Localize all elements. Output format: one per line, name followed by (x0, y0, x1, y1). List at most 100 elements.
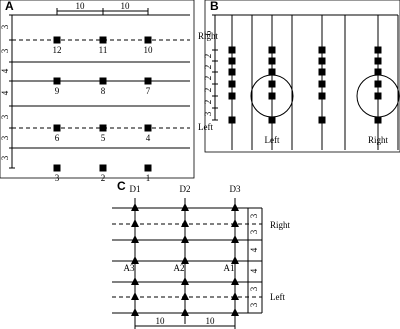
anchor-marker (181, 308, 189, 316)
sensor (53, 77, 61, 85)
sensor-label: 10 (144, 45, 154, 55)
anchor-marker (231, 203, 239, 211)
sensor (268, 68, 276, 76)
sensor-label: 3 (55, 173, 60, 183)
dimension-label: 3 (249, 213, 259, 218)
sensor-label: 9 (55, 86, 60, 96)
anchor-marker (231, 256, 239, 264)
dimension-label: 3 (0, 155, 10, 160)
zone-label: Right (368, 135, 389, 145)
anchor-marker (181, 219, 189, 227)
anchor-marker (131, 219, 139, 227)
sensor (374, 57, 382, 65)
sensor (228, 46, 236, 54)
anchor-marker (231, 277, 239, 285)
dimension-label: 2 (203, 76, 213, 81)
sensor (374, 68, 382, 76)
zone-label: Left (270, 292, 285, 302)
sensor (374, 92, 382, 100)
anchor-marker (231, 308, 239, 316)
anchor-marker (231, 292, 239, 300)
dimension-label: 3 (249, 229, 259, 234)
sensor (144, 77, 152, 85)
sensor (318, 57, 326, 65)
sensor (268, 116, 276, 124)
dimension-label: 3 (0, 48, 10, 53)
dimension-label: 2 (203, 88, 213, 93)
anchor-label: A1 (224, 263, 235, 273)
sensor (374, 46, 382, 54)
zone-label: Right (270, 220, 291, 230)
sensor (318, 92, 326, 100)
sensor-label: 1 (146, 173, 151, 183)
anchor-marker (231, 219, 239, 227)
panel-a-frame (0, 0, 195, 179)
dimension-label: 10 (121, 1, 131, 11)
anchor-marker (181, 203, 189, 211)
sensor (268, 80, 276, 88)
sensor (318, 116, 326, 124)
zone-circle (356, 74, 400, 118)
anchor-marker (131, 292, 139, 300)
zone-label: Right (198, 31, 219, 41)
sensor (144, 36, 152, 44)
sensor (228, 116, 236, 124)
dimension-label: 4 (249, 247, 259, 252)
sensor-label: 4 (146, 133, 151, 143)
panel-label: C (117, 179, 126, 193)
sensor-label: 12 (53, 45, 62, 55)
sensor-label: 2 (101, 173, 106, 183)
sensor (144, 164, 152, 172)
dimension-label: 4 (0, 90, 10, 95)
dimension-label: 3 (0, 114, 10, 119)
anchor-label: A3 (124, 263, 135, 273)
dimension-label: 2 (203, 54, 213, 59)
panel-label: A (5, 0, 14, 13)
column-label: D3 (230, 184, 241, 194)
zone-label: Left (198, 122, 213, 132)
dimension-label: 2 (203, 65, 213, 70)
dimension-label: 3 (249, 286, 259, 291)
dimension-label: 4 (249, 268, 259, 273)
sensor (268, 92, 276, 100)
sensor (228, 92, 236, 100)
anchor-marker (181, 292, 189, 300)
sensor (268, 57, 276, 65)
anchor-marker (181, 277, 189, 285)
anchor-marker (131, 235, 139, 243)
dimension-label: 3 (203, 111, 213, 116)
sensor (53, 36, 61, 44)
sensor-label: 7 (146, 86, 151, 96)
sensor (99, 36, 107, 44)
dimension-label: 6 (203, 30, 213, 35)
dimension-label: 3 (249, 302, 259, 307)
dimension-label: 3 (0, 24, 10, 29)
sensor (53, 124, 61, 132)
dimension-label: 3 (0, 135, 10, 140)
dimension-label: 2 (203, 100, 213, 105)
dimension-label: 10 (156, 316, 166, 326)
dimension-label: 10 (206, 316, 216, 326)
sensor-label: 5 (101, 133, 106, 143)
anchor-label: A2 (174, 263, 185, 273)
sensor (99, 164, 107, 172)
sensor (268, 46, 276, 54)
anchor-marker (131, 308, 139, 316)
panel-b-frame (204, 0, 400, 153)
sensor (99, 124, 107, 132)
anchor-marker (181, 235, 189, 243)
zone-circle (250, 74, 294, 118)
zone-label: Left (265, 135, 280, 145)
sensor (318, 46, 326, 54)
dimension-label: 10 (76, 1, 86, 11)
anchor-marker (231, 235, 239, 243)
sensor (318, 68, 326, 76)
sensor (374, 80, 382, 88)
sensor-label: 6 (55, 133, 60, 143)
sensor (318, 80, 326, 88)
sensor (144, 124, 152, 132)
sensor-label: 11 (99, 45, 108, 55)
anchor-marker (131, 277, 139, 285)
